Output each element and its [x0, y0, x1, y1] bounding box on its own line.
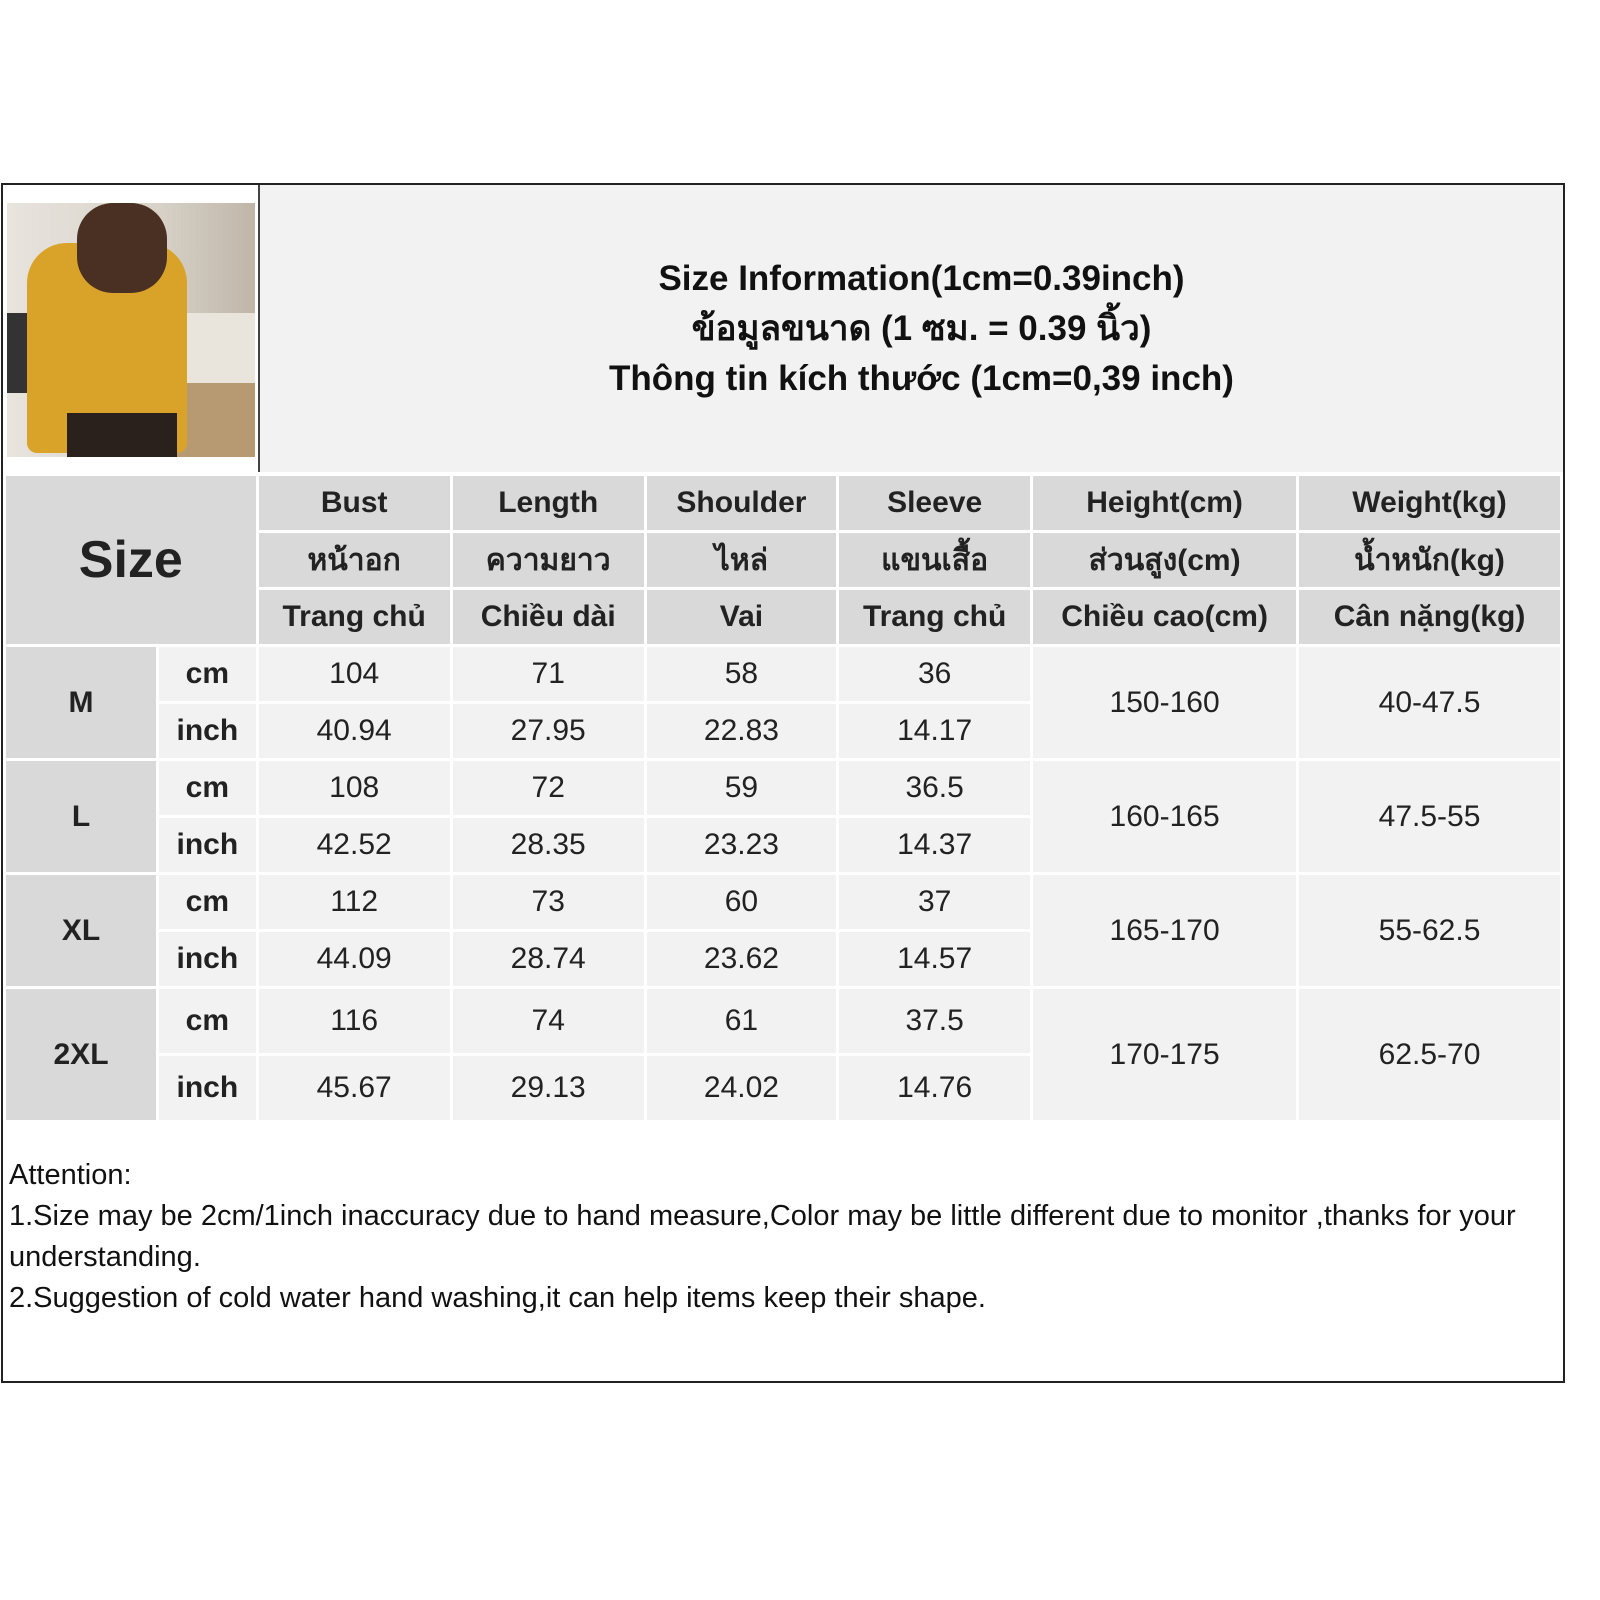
measurement-cell: 112: [255, 872, 453, 932]
measurement-cell: 28.35: [449, 815, 647, 875]
column-header-th: ไหล่: [643, 530, 840, 590]
attention-notes: Attention: 1.Size may be 2cm/1inch inacc…: [9, 1155, 1533, 1319]
measurement-cell: 14.17: [836, 701, 1034, 761]
height-range: 160-165: [1030, 758, 1300, 875]
title-th: ข้อมูลขนาด (1 ซม. = 0.39 นิ้ว): [691, 308, 1152, 348]
measurement-cell: 71: [449, 644, 647, 704]
height-range: 170-175: [1030, 986, 1300, 1123]
measurement-cell: 74: [449, 986, 647, 1056]
unit-label: cm: [156, 758, 259, 818]
measurement-cell: 36.5: [836, 758, 1034, 818]
column-header-vi: Vai: [643, 587, 840, 647]
measurement-cell: 23.62: [643, 929, 840, 989]
column-header-en: Sleeve: [836, 473, 1034, 533]
height-range: 165-170: [1030, 872, 1300, 989]
measurement-cell: 14.76: [836, 1053, 1034, 1123]
weight-range: 55-62.5: [1296, 872, 1563, 989]
unit-label: cm: [156, 644, 259, 704]
measurement-cell: 28.74: [449, 929, 647, 989]
measurement-cell: 24.02: [643, 1053, 840, 1123]
weight-range: 40-47.5: [1296, 644, 1563, 761]
measurement-cell: 23.23: [643, 815, 840, 875]
measurement-cell: 14.37: [836, 815, 1034, 875]
column-header-th: น้ำหนัก(kg): [1296, 530, 1563, 590]
measurement-cell: 44.09: [255, 929, 453, 989]
height-range: 150-160: [1030, 644, 1300, 761]
column-header-vi: Cân nặng(kg): [1296, 587, 1563, 647]
column-header-en: Weight(kg): [1296, 473, 1563, 533]
column-header-vi: Trang chủ: [255, 587, 453, 647]
measurement-cell: 61: [643, 986, 840, 1056]
measurement-cell: 72: [449, 758, 647, 818]
column-header-en: Shoulder: [643, 473, 840, 533]
unit-label: inch: [156, 929, 259, 989]
unit-label: inch: [156, 815, 259, 875]
unit-label: inch: [156, 701, 259, 761]
unit-label: cm: [156, 872, 259, 932]
measurement-cell: 104: [255, 644, 453, 704]
notes-heading: Attention:: [9, 1159, 132, 1191]
measurement-cell: 36: [836, 644, 1034, 704]
measurement-cell: 45.67: [255, 1053, 453, 1123]
product-photo: [7, 203, 255, 457]
measurement-cell: 108: [255, 758, 453, 818]
column-header-th: หน้าอก: [255, 530, 453, 590]
measurement-cell: 58: [643, 644, 840, 704]
column-header-th: แขนเสื้อ: [836, 530, 1034, 590]
measurement-cell: 116: [255, 986, 453, 1056]
column-header-vi: Chiều cao(cm): [1030, 587, 1300, 647]
measurement-cell: 37.5: [836, 986, 1034, 1056]
title-en: Size Information(1cm=0.39inch): [658, 258, 1185, 298]
measurement-cell: 40.94: [255, 701, 453, 761]
size-table: Size Bust Length Shoulder Sleeve Height(cm) We…: [2, 473, 1563, 1123]
size-label: 2XL: [2, 986, 160, 1123]
size-label: L: [2, 758, 160, 875]
size-chart: Size Information(1cm=0.39inch) ข้อมูลขนา…: [1, 183, 1565, 1383]
unit-label: cm: [156, 986, 259, 1056]
measurement-cell: 60: [643, 872, 840, 932]
measurement-cell: 42.52: [255, 815, 453, 875]
measurement-cell: 14.57: [836, 929, 1034, 989]
measurement-cell: 29.13: [449, 1053, 647, 1123]
size-label: XL: [2, 872, 160, 989]
unit-label: inch: [156, 1053, 259, 1123]
weight-range: 47.5-55: [1296, 758, 1563, 875]
column-header-en: Bust: [255, 473, 453, 533]
column-header-th: ความยาว: [449, 530, 647, 590]
title-vi: Thông tin kích thước (1cm=0,39 inch): [609, 358, 1234, 398]
size-header: Size: [3, 473, 259, 647]
note-2: 2.Suggestion of cold water hand washing,…: [9, 1282, 986, 1314]
measurement-cell: 37: [836, 872, 1034, 932]
column-header-vi: Trang chủ: [836, 587, 1034, 647]
measurement-cell: 59: [643, 758, 840, 818]
column-header-vi: Chiều dài: [449, 587, 647, 647]
column-header-en: Height(cm): [1030, 473, 1300, 533]
weight-range: 62.5-70: [1296, 986, 1563, 1123]
measurement-cell: 27.95: [449, 701, 647, 761]
note-1: 1.Size may be 2cm/1inch inaccuracy due t…: [9, 1200, 1516, 1273]
measurement-cell: 22.83: [643, 701, 840, 761]
chart-title: Size Information(1cm=0.39inch) ข้อมูลขนา…: [258, 185, 1563, 472]
measurement-cell: 73: [449, 872, 647, 932]
size-label: M: [2, 644, 160, 761]
column-header-th: ส่วนสูง(cm): [1030, 530, 1300, 590]
column-header-en: Length: [449, 473, 647, 533]
